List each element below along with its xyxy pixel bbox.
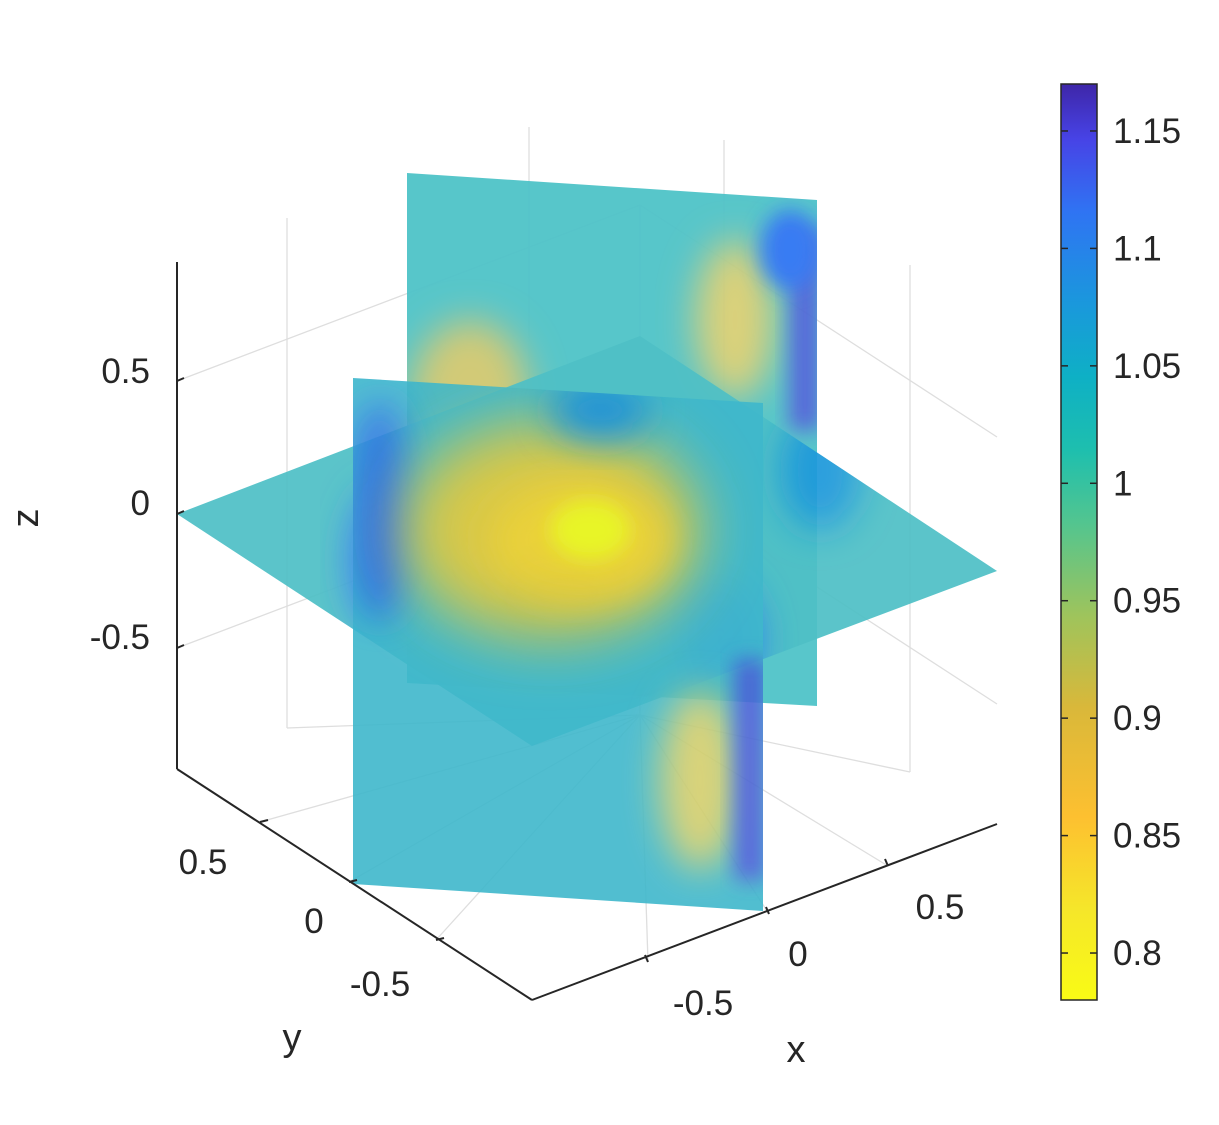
slice-y0 [353, 378, 763, 911]
colorbar-tick-labels: 1.15 1.1 1.05 1 0.95 0.9 0.85 0.8 [1113, 112, 1181, 973]
colorbar-gradient [1060, 83, 1098, 1001]
z-tick-label: 0 [131, 484, 150, 523]
y-tick-label: 0.5 [179, 843, 228, 882]
z-tick-labels: 0.5 0 -0.5 [90, 352, 150, 657]
x-tick-label: 0 [788, 935, 807, 974]
colorbar-tick-label: 0.9 [1113, 699, 1162, 738]
z-tick-label: -0.5 [90, 618, 150, 657]
colorbar: 1.15 1.1 1.05 1 0.95 0.9 0.85 0.8 [1060, 83, 1181, 1001]
x-axis-label: x [787, 1029, 806, 1071]
y-tick-label: 0 [304, 902, 323, 941]
axes-lines [176, 262, 998, 1001]
y-tick-labels: 0.5 0 -0.5 [179, 843, 410, 1004]
y-tick-label: -0.5 [350, 965, 410, 1004]
colorbar-tick-label: 0.8 [1113, 934, 1162, 973]
x-tick-labels: -0.5 0 0.5 [673, 888, 964, 1023]
x-tick-label: 0.5 [916, 888, 965, 927]
z-tick-label: 0.5 [101, 352, 150, 391]
colorbar-ticks [1061, 130, 1097, 954]
colorbar-tick-label: 1.05 [1113, 347, 1181, 386]
z-axis-label: z [5, 509, 47, 528]
colorbar-tick-label: 1.1 [1113, 229, 1162, 268]
colorbar-tick-label: 1.15 [1113, 112, 1181, 151]
x-tick-label: -0.5 [673, 984, 733, 1023]
y-axis-label: y [283, 1017, 302, 1059]
colorbar-tick-label: 0.95 [1113, 582, 1181, 621]
colorbar-tick-label: 0.85 [1113, 817, 1181, 856]
colorbar-tick-label: 1 [1113, 464, 1132, 503]
